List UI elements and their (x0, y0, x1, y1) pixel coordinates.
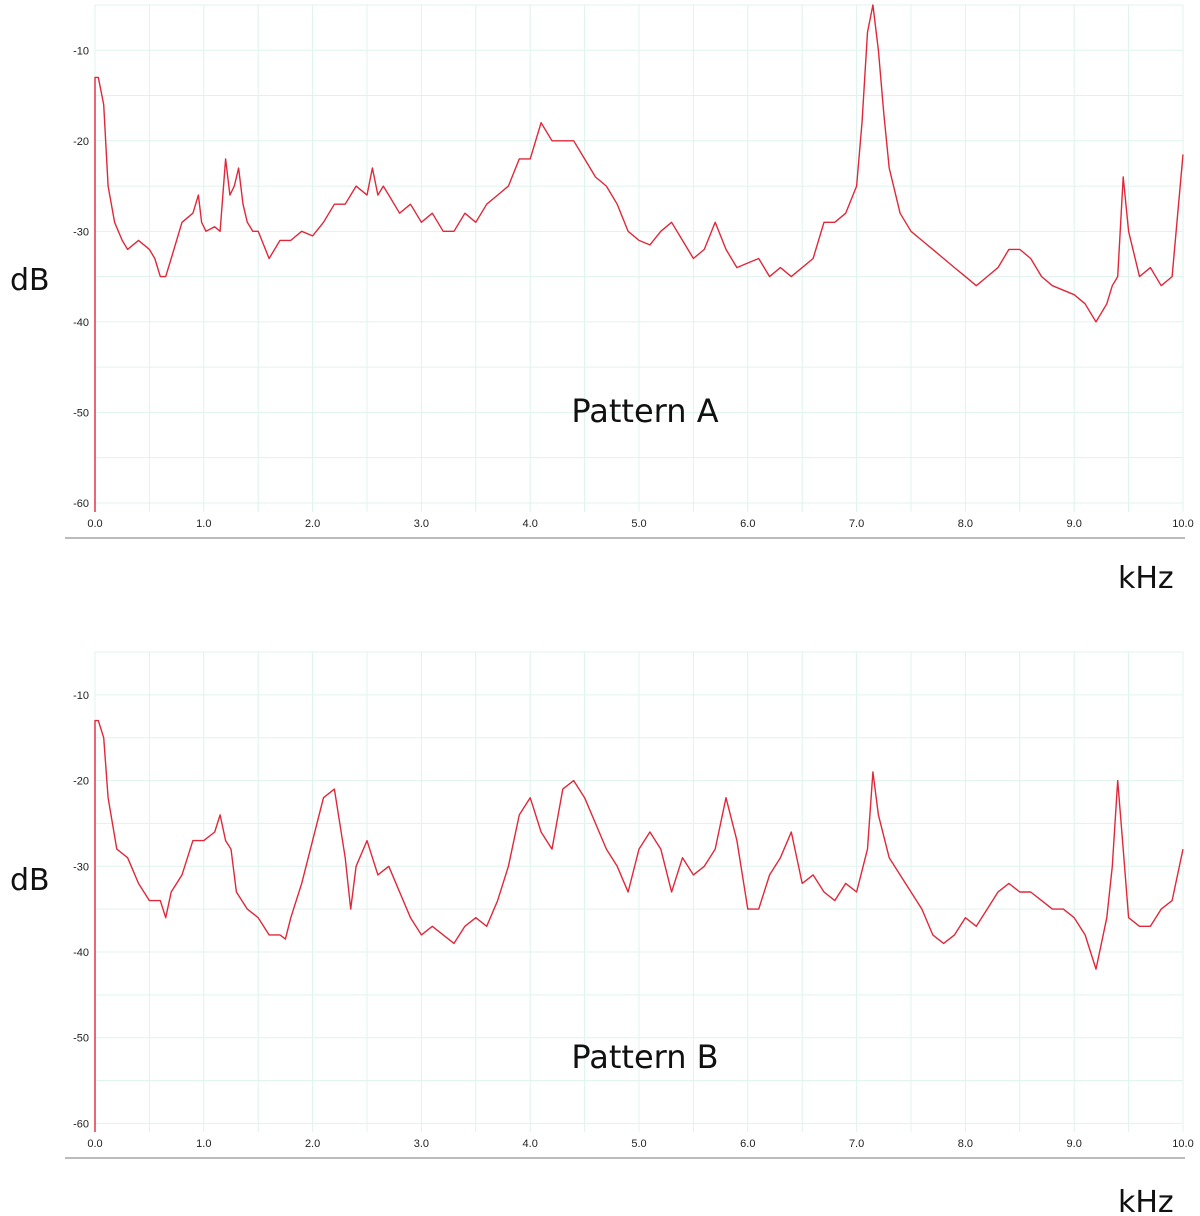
x-tick-label: 8.0 (958, 1138, 973, 1150)
x-tick-label: 0.0 (87, 1138, 102, 1150)
y-tick-labels: -10 -20 -30 -40 -50 -60 (73, 690, 89, 1131)
y-tick-label: -10 (73, 45, 89, 57)
y-tick-label: -40 (73, 947, 89, 959)
y-tick-label: -10 (73, 690, 89, 702)
x-tick-label: 4.0 (523, 518, 538, 530)
x-tick-label: 4.0 (523, 1138, 538, 1150)
x-axis-label: kHz (1118, 1185, 1174, 1216)
y-axis-label: dB (10, 263, 50, 298)
x-tick-label: 7.0 (849, 1138, 864, 1150)
x-tick-label: 1.0 (196, 1138, 211, 1150)
grid (94, 4, 1184, 512)
x-tick-label: 3.0 (414, 1138, 429, 1150)
x-axis-label: kHz (1118, 561, 1174, 596)
x-tick-labels: 0.0 1.0 2.0 3.0 4.0 5.0 6.0 7.0 8.0 9.0 10.0 (87, 1138, 1193, 1150)
x-tick-label: 9.0 (1067, 1138, 1082, 1150)
y-tick-label: -30 (73, 861, 89, 873)
x-tick-label: 2.0 (305, 518, 320, 530)
x-tick-label: 8.0 (958, 518, 973, 530)
y-tick-labels: -10 -20 -30 -40 -50 -60 (73, 45, 89, 510)
series-layer (94, 719, 1184, 1132)
series-layer (94, 4, 1184, 512)
y-tick-label: -20 (73, 136, 89, 148)
y-tick-label: -50 (73, 407, 89, 419)
x-tick-label: 0.0 (87, 518, 102, 530)
x-tick-label: 5.0 (631, 1138, 646, 1150)
y-tick-label: -30 (73, 226, 89, 238)
y-tick-label: -50 (73, 1033, 89, 1045)
x-tick-label: 9.0 (1067, 518, 1082, 530)
chart-title: Pattern B (571, 1038, 718, 1076)
chart-pattern-b: -10 -20 -30 -40 -50 -60 0.0 1.0 2.0 3.0 4.0 5.0 6.0… (10, 651, 1194, 1216)
series-line-pattern-b (94, 719, 1184, 1132)
y-tick-label: -60 (73, 1118, 89, 1130)
x-tick-label: 6.0 (740, 518, 755, 530)
chart-pattern-a: -10 -20 -30 -40 -50 -60 0.0 1.0 2.0 3.0 4.0 5.0 6.0… (10, 4, 1194, 596)
y-tick-label: -60 (73, 498, 89, 510)
x-tick-label: 2.0 (305, 1138, 320, 1150)
y-axis-label: dB (10, 863, 50, 898)
y-tick-label: -40 (73, 317, 89, 329)
series-line-pattern-a (94, 4, 1184, 512)
x-tick-label: 5.0 (631, 518, 646, 530)
x-tick-label: 1.0 (196, 518, 211, 530)
x-tick-labels: 0.0 1.0 2.0 3.0 4.0 5.0 6.0 7.0 8.0 9.0 10.0 (87, 518, 1193, 530)
x-tick-label: 6.0 (740, 1138, 755, 1150)
x-tick-label: 3.0 (414, 518, 429, 530)
chart-title: Pattern A (571, 392, 718, 430)
x-tick-label: 10.0 (1172, 518, 1193, 530)
x-tick-label: 7.0 (849, 518, 864, 530)
y-tick-label: -20 (73, 776, 89, 788)
x-tick-label: 10.0 (1172, 1138, 1193, 1150)
